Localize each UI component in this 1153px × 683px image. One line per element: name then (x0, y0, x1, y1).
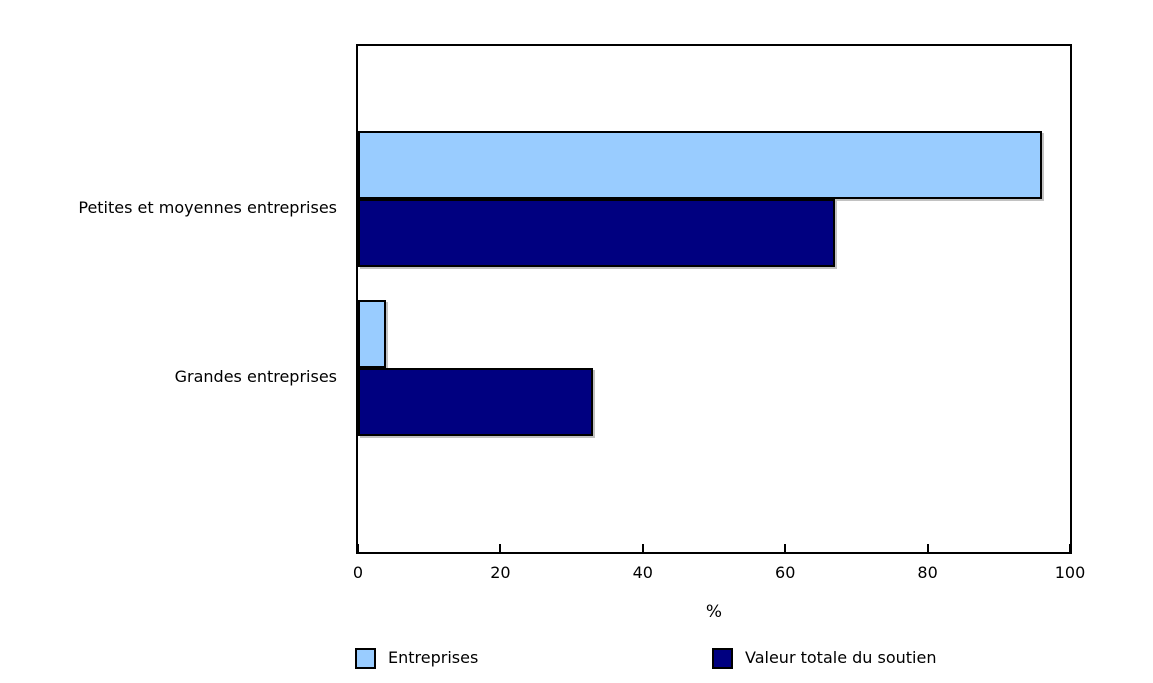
y-axis-category-labels: Petites et moyennes entreprises Grandes e… (0, 0, 337, 554)
x-tick-label: 100 (1054, 563, 1086, 582)
x-tick-label: 60 (775, 563, 796, 582)
x-axis-tick (784, 544, 787, 552)
x-tick-label: 20 (490, 563, 511, 582)
x-axis-tick (926, 544, 929, 552)
category-label: Grandes entreprises (174, 367, 337, 386)
chart-bar (358, 368, 593, 436)
x-tick-label: 80 (917, 563, 938, 582)
chart-bar (358, 199, 836, 267)
x-axis-tick (357, 544, 359, 552)
plot-area (356, 44, 1072, 554)
x-axis-tick-labels: 0 20 40 60 80 100 (353, 562, 1085, 584)
legend-label: Valeur totale du soutien (745, 648, 937, 667)
legend-item: Valeur totale du soutien (712, 646, 936, 670)
x-axis-tick (1069, 544, 1071, 552)
legend-item: Entreprises (355, 646, 478, 670)
category-label: Petites et moyennes entreprises (78, 198, 337, 217)
x-axis-tick (499, 544, 502, 552)
legend-swatch (712, 647, 733, 669)
x-tick-label: 40 (632, 563, 653, 582)
x-axis-tick (641, 544, 644, 552)
chart-bar (358, 131, 1042, 199)
legend-swatch (355, 647, 376, 669)
x-axis-title: % (705, 602, 723, 622)
legend-label: Entreprises (388, 648, 479, 667)
chart-bar (358, 300, 387, 368)
x-tick-label: 0 (352, 563, 364, 582)
